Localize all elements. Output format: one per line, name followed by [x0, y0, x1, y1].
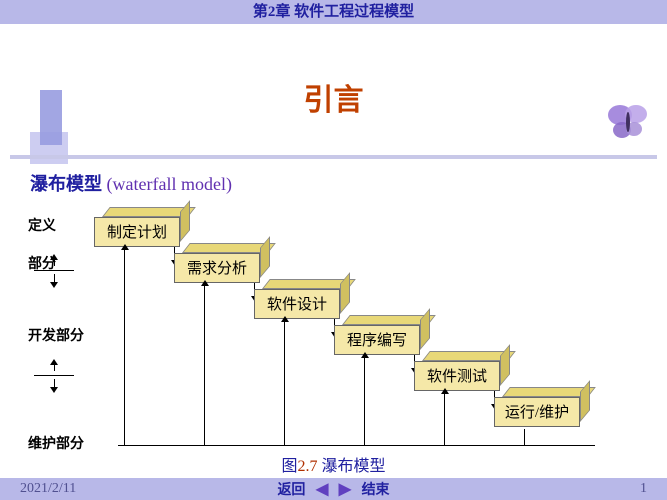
caption-prefix: 图 — [281, 458, 297, 475]
waterfall-step: 软件测试 — [414, 361, 500, 391]
nav-next-icon[interactable]: ▶ — [339, 481, 351, 498]
caption-text: 瀑布模型 — [322, 458, 386, 475]
phase-separator — [34, 270, 74, 271]
caption-num: 2.7 — [298, 458, 318, 475]
feedback-up-arrow — [444, 393, 445, 445]
butterfly-icon — [602, 100, 652, 155]
title-underline — [10, 155, 657, 159]
baseline — [118, 445, 595, 446]
footer-bar: 2021/2/11 返回 ◀ ▶ 结束 1 — [0, 478, 667, 500]
figure-caption: 图2.7 瀑布模型 — [0, 452, 667, 476]
feedback-up-arrow — [124, 249, 125, 445]
footer-date: 2021/2/11 — [20, 481, 76, 497]
page-title: 引言 — [304, 84, 364, 117]
step-label: 制定计划 — [94, 217, 180, 247]
phase-separator — [34, 375, 74, 376]
feedback-up-arrow — [284, 321, 285, 445]
footer-nav: 返回 ◀ ▶ 结束 — [277, 479, 389, 499]
nav-back[interactable]: 返回 — [277, 483, 305, 498]
step-label: 软件设计 — [254, 289, 340, 319]
step-label: 程序编写 — [334, 325, 420, 355]
header-bar: 第2章 软件工程过程模型 — [0, 0, 667, 24]
step-label: 运行/维护 — [494, 397, 580, 427]
subtitle-zh: 瀑布模型 — [30, 174, 102, 194]
phase-label: 定义 — [28, 215, 56, 235]
waterfall-step: 制定计划 — [94, 217, 180, 247]
title-area: 引言 — [0, 75, 667, 119]
step-label: 软件测试 — [414, 361, 500, 391]
waterfall-step: 需求分析 — [174, 253, 260, 283]
waterfall-step: 程序编写 — [334, 325, 420, 355]
phase-label: 开发部分 — [28, 325, 84, 345]
footer-page: 1 — [640, 481, 647, 497]
feedback-up-arrow — [204, 285, 205, 445]
feedback-up-arrow — [364, 357, 365, 445]
nav-prev-icon[interactable]: ◀ — [316, 481, 328, 498]
nav-end[interactable]: 结束 — [362, 483, 390, 498]
header-title: 第2章 软件工程过程模型 — [253, 4, 414, 20]
waterfall-step: 软件设计 — [254, 289, 340, 319]
step-label: 需求分析 — [174, 253, 260, 283]
feedback-up-arrow — [524, 429, 525, 445]
waterfall-diagram: 定义部分开发部分维护部分制定计划需求分析软件设计程序编写软件测试运行/维护 — [0, 195, 667, 460]
phase-label: 维护部分 — [28, 433, 84, 453]
subtitle-en: (waterfall model) — [107, 174, 232, 194]
subtitle: 瀑布模型 (waterfall model) — [30, 170, 232, 196]
waterfall-step: 运行/维护 — [494, 397, 580, 427]
